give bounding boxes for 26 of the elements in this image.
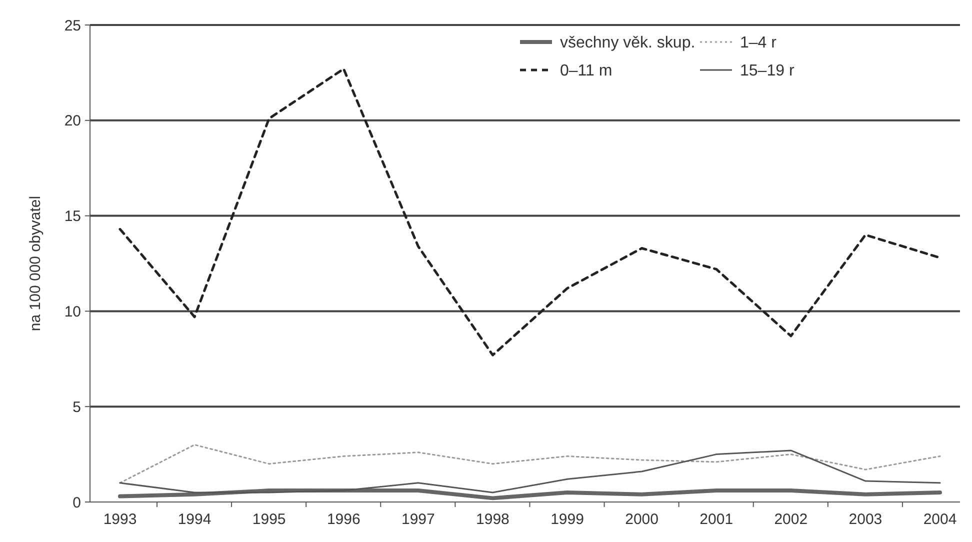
y-tick-label: 10	[64, 303, 81, 320]
line-series	[118, 488, 942, 500]
x-tick-label: 1997	[401, 511, 435, 528]
x-tick-label: 2002	[774, 511, 808, 528]
x-tick-label: 1995	[252, 511, 286, 528]
x-tick-label: 2000	[625, 511, 659, 528]
y-tick-label: 5	[72, 398, 81, 416]
x-tick-label: 1994	[178, 511, 212, 528]
legend-label: všechny věk. skup.	[560, 34, 696, 52]
legend-label: 1–4 r	[740, 34, 778, 52]
y-tick-label: 20	[64, 112, 81, 130]
y-tick-label: 25	[64, 17, 81, 34]
x-tick-label: 2004	[923, 511, 957, 528]
y-tick-label: 0	[72, 494, 81, 512]
x-tick-label: 1996	[326, 511, 360, 528]
legend-label: 0–11 m	[560, 62, 612, 80]
line-series	[119, 444, 941, 484]
x-tick-label: 2001	[700, 511, 734, 528]
x-tick-label: 1993	[103, 511, 137, 528]
y-tick-label: 15	[64, 208, 81, 226]
x-tick-label: 1999	[550, 511, 584, 528]
x-tick-label: 2003	[848, 511, 882, 528]
legend-label: 15–19 r	[740, 62, 795, 80]
x-tick-label: 1998	[476, 511, 510, 528]
y-axis-title: na 100 000 obyvatel	[27, 196, 44, 332]
line-series	[119, 450, 941, 494]
